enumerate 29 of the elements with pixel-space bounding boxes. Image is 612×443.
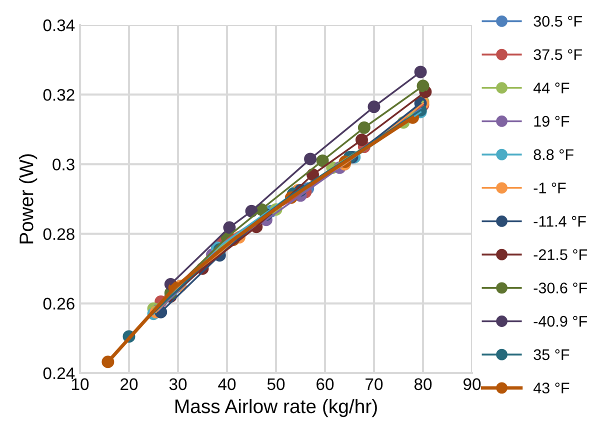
y-tick-label: 0.26 (43, 298, 74, 310)
legend-label: -21.5 °F (534, 249, 588, 260)
x-tick-label: 90 (464, 378, 481, 390)
legend-label: 35 °F (534, 349, 570, 360)
legend-label: 30.5 °F (534, 16, 582, 27)
x-tick-label: 30 (169, 378, 187, 390)
legend-label: 8.8 °F (534, 149, 574, 160)
y-axis-title: Power (W) (19, 154, 38, 244)
y-tick-label: 0.28 (43, 228, 74, 240)
legend-label: 43 °F (533, 382, 570, 394)
legend-label: -30.6 °F (534, 282, 588, 294)
x-tick-label: 60 (316, 378, 334, 390)
legend-label: 37.5 °F (534, 49, 582, 60)
legend-label: 44 °F (533, 82, 570, 94)
x-tick-label: 80 (414, 378, 432, 390)
x-axis-title: Mass Airlow rate (kg/hr) (175, 398, 377, 418)
x-tick-label: 50 (267, 378, 285, 390)
legend-label: 19 °F (534, 116, 570, 127)
x-tick-label: 10 (72, 378, 89, 390)
y-tick-label: 0.3 (52, 158, 74, 170)
x-tick-label: 20 (120, 378, 138, 390)
x-tick-label: 70 (366, 378, 383, 390)
legend-label: -11.4 °F (534, 216, 586, 227)
legend-label: -40.9 °F (534, 316, 588, 327)
legend-label: -1 °F (534, 182, 566, 194)
y-tick-label: 0.32 (43, 89, 74, 101)
x-tick-label: 40 (218, 378, 236, 390)
y-tick-label: 0.24 (43, 367, 75, 380)
y-tick-label: 0.34 (43, 19, 75, 32)
